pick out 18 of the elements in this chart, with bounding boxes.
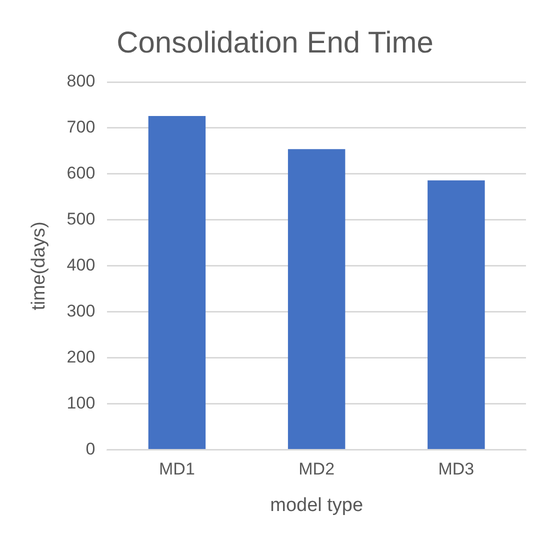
x-tick-label: MD3: [438, 460, 474, 479]
x-axis-title: model type: [270, 494, 364, 516]
y-tick-label: 700: [66, 118, 96, 137]
y-tick-label: 100: [66, 394, 96, 413]
x-tick-label: MD1: [159, 460, 195, 479]
y-tick-label: 300: [66, 302, 96, 321]
x-tick-label: MD2: [298, 460, 335, 479]
y-tick-label: 600: [66, 164, 96, 183]
bar: [428, 180, 485, 450]
y-axis-title: time(days): [28, 222, 50, 310]
y-tick-label: 400: [66, 256, 96, 275]
bar: [148, 116, 206, 450]
bar: [288, 149, 346, 450]
y-tick-label: 800: [66, 72, 96, 91]
chart-title: Consolidation End Time: [116, 26, 434, 60]
y-tick-label: 500: [66, 210, 96, 229]
y-tick-label: 200: [66, 348, 96, 367]
y-tick-label: 0: [86, 439, 96, 458]
